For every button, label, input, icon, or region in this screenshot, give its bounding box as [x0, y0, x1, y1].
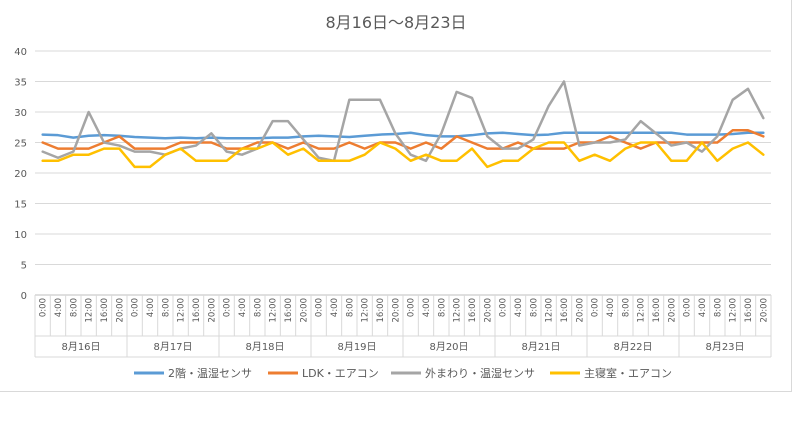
- x-day-label: 8月22日: [613, 341, 652, 353]
- x-hour-label: 12:00: [637, 298, 647, 323]
- x-hour-label: 0:00: [683, 298, 693, 317]
- x-hour-label: 12:00: [729, 298, 739, 323]
- x-hour-label: 4:00: [146, 298, 156, 317]
- x-day-label: 8月23日: [705, 341, 744, 353]
- x-hour-label: 12:00: [361, 298, 371, 323]
- y-tick-label: 30: [14, 108, 27, 119]
- series-lines: [41, 80, 765, 169]
- legend-label: 外まわり・温湿センサ: [425, 367, 535, 380]
- y-tick-label: 10: [14, 230, 27, 241]
- x-hour-label: 16:00: [376, 298, 386, 323]
- y-tick-label: 5: [21, 261, 27, 272]
- y-tick-label: 0: [21, 291, 27, 302]
- y-axis-ticks: 0 5 10 15 20 25 30 35 40: [14, 47, 27, 302]
- x-hour-label: 16:00: [652, 298, 662, 323]
- x-hour-label: 8:00: [161, 298, 171, 317]
- x-hour-label: 20:00: [667, 298, 677, 323]
- x-hour-label: 20:00: [759, 298, 769, 323]
- y-tick-label: 15: [14, 200, 27, 211]
- y-tick-label: 40: [14, 47, 27, 58]
- x-hour-label: 16:00: [744, 298, 754, 323]
- chart-area: 8月16日～8月23日 0 5 10 15 20 25 30 35 40 0:00 4:00 8:0…: [0, 0, 792, 392]
- line-chart: 8月16日～8月23日 0 5 10 15 20 25 30 35 40 0:00 4:00 8:0…: [14, 13, 772, 380]
- x-hour-label: 12:00: [453, 298, 463, 323]
- x-hour-label: 16:00: [284, 298, 294, 323]
- legend-label: LDK・エアコン: [302, 367, 379, 380]
- x-hour-label: 8:00: [437, 298, 447, 317]
- x-hour-label: 4:00: [238, 298, 248, 317]
- x-hour-label: 20:00: [115, 298, 125, 323]
- x-day-label: 8月16日: [61, 341, 100, 353]
- x-hour-label: 0:00: [407, 298, 417, 317]
- x-hour-label: 0:00: [499, 298, 509, 317]
- x-hour-label: 20:00: [483, 298, 493, 323]
- x-hour-label: 20:00: [207, 298, 217, 323]
- x-hour-label: 4:00: [422, 298, 432, 317]
- x-day-label: 8月20日: [429, 341, 468, 353]
- x-hour-label: 8:00: [69, 298, 79, 317]
- x-hour-label: 20:00: [391, 298, 401, 323]
- series-line: [41, 131, 765, 140]
- legend-label: 主寝室・エアコン: [584, 366, 672, 380]
- x-hour-label: 4:00: [514, 298, 524, 317]
- x-hour-label: 4:00: [606, 298, 616, 317]
- x-hour-label: 20:00: [575, 298, 585, 323]
- x-hour-label: 0:00: [223, 298, 233, 317]
- x-hour-label: 8:00: [713, 298, 723, 317]
- x-day-label: 8月17日: [153, 341, 192, 353]
- x-hour-label: 0:00: [39, 298, 49, 317]
- gridlines: [35, 50, 771, 296]
- x-day-label: 8月18日: [245, 341, 284, 353]
- x-hour-label: 4:00: [698, 298, 708, 317]
- y-tick-label: 25: [14, 139, 27, 150]
- x-hour-label: 4:00: [330, 298, 340, 317]
- x-hour-label: 16:00: [560, 298, 570, 323]
- x-hour-label: 16:00: [468, 298, 478, 323]
- x-hour-label: 8:00: [345, 298, 355, 317]
- x-hour-label: 0:00: [131, 298, 141, 317]
- x-hour-label: 8:00: [529, 298, 539, 317]
- legend: 2階・温湿センサ LDK・エアコン 外まわり・温湿センサ 主寝室・エアコン: [134, 366, 672, 380]
- x-hour-label: 8:00: [253, 298, 263, 317]
- x-hour-label: 12:00: [177, 298, 187, 323]
- x-hour-label: 0:00: [315, 298, 325, 317]
- x-hour-label: 16:00: [100, 298, 110, 323]
- x-day-label: 8月19日: [337, 341, 376, 353]
- x-hour-label: 0:00: [591, 298, 601, 317]
- x-hour-label: 12:00: [85, 298, 95, 323]
- x-hour-label: 4:00: [54, 298, 64, 317]
- y-tick-label: 35: [14, 78, 27, 89]
- x-hour-label: 12:00: [545, 298, 555, 323]
- legend-label: 2階・温湿センサ: [168, 366, 252, 380]
- series-line: [41, 141, 765, 169]
- x-hour-label: 20:00: [299, 298, 309, 323]
- y-tick-label: 20: [14, 169, 27, 180]
- x-day-label: 8月21日: [521, 341, 560, 353]
- x-hour-label: 12:00: [269, 298, 279, 323]
- chart-title: 8月16日～8月23日: [325, 13, 466, 32]
- x-hour-label: 8:00: [621, 298, 631, 317]
- x-axis: 0:00 4:00 8:00 12:00 16:00 20:00 0:00 4:00 8:00 1…: [34, 295, 772, 358]
- series-line: [41, 80, 765, 163]
- x-hour-label: 16:00: [192, 298, 202, 323]
